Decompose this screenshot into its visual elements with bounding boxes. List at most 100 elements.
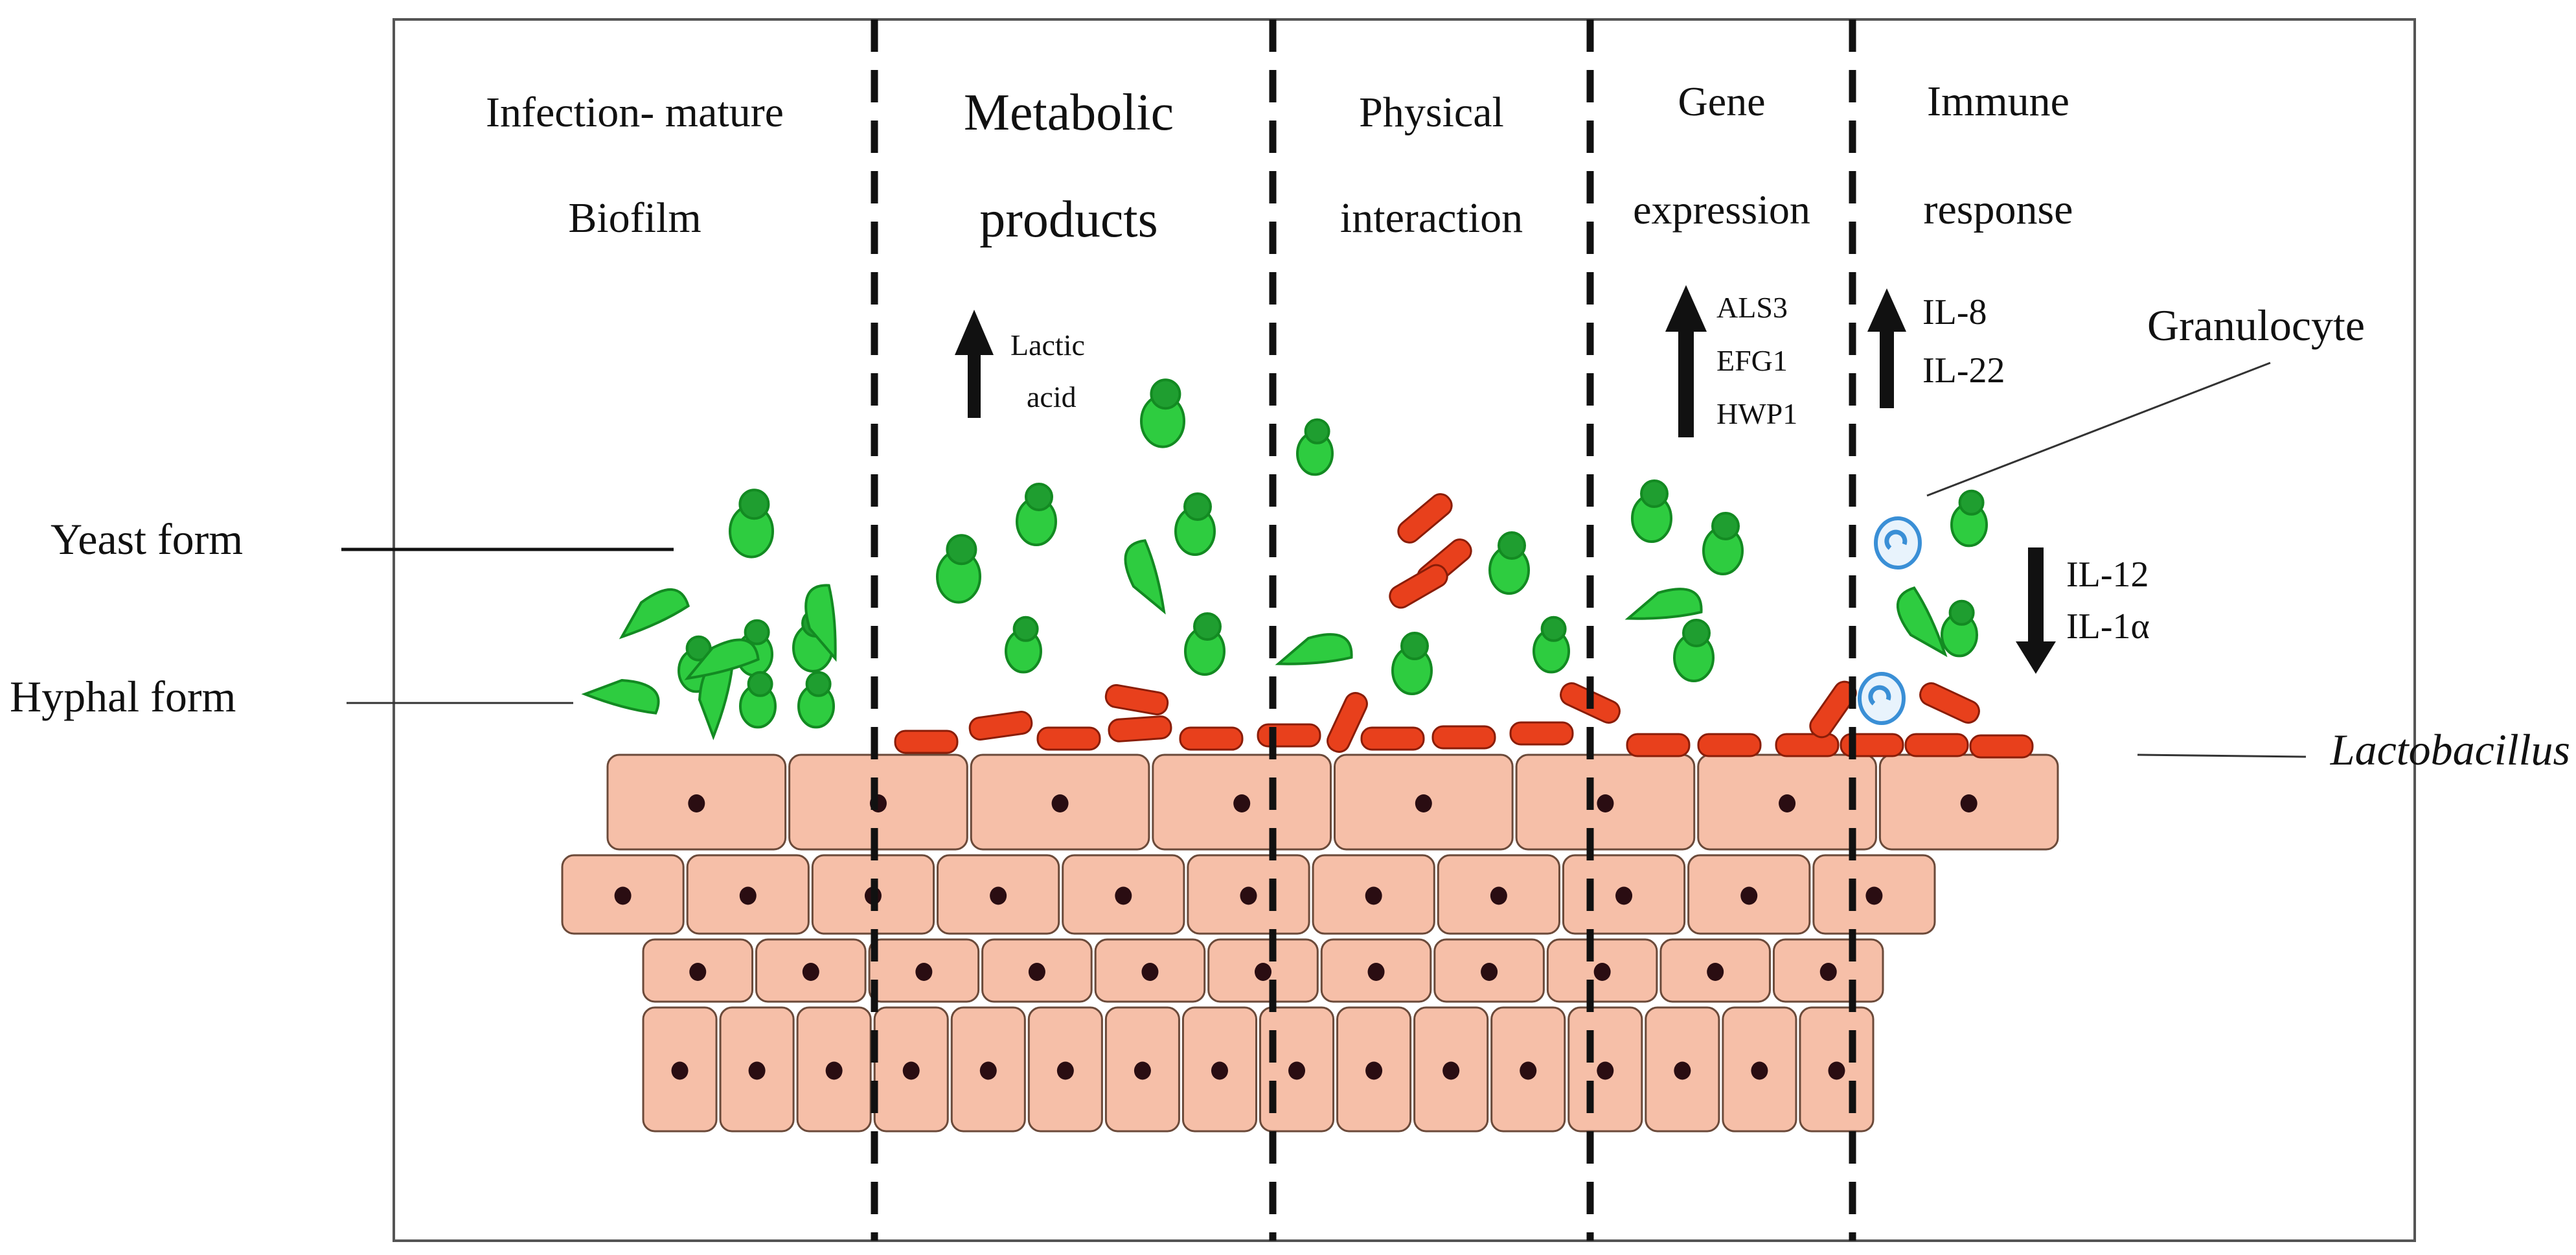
yeast-cell xyxy=(936,534,981,604)
up-arrow-icon xyxy=(1665,285,1707,437)
lactobacillus-rod xyxy=(1036,726,1101,751)
yeast-cell xyxy=(1950,489,1988,547)
diagram-frame xyxy=(393,18,2416,1242)
lactobacillus-rod xyxy=(1360,726,1425,751)
column-title-gene-line1: Gene xyxy=(1678,78,1765,124)
lactic-acid-label-line1: Lactic xyxy=(1010,328,1085,362)
lactobacillus-rod xyxy=(1969,734,2034,759)
column-titles: Infection- mature Biofilm Metabolic prod… xyxy=(486,78,2073,248)
cell-nucleus xyxy=(915,963,933,981)
hyphal-cell xyxy=(1896,586,1948,658)
cell-nucleus xyxy=(688,794,705,812)
cell-nucleus xyxy=(689,963,707,981)
yeast-cell xyxy=(1941,599,1978,658)
lactobacillus-rod xyxy=(1509,721,1574,746)
down-arrow-icon xyxy=(2016,547,2056,674)
cell-nucleus xyxy=(802,963,819,981)
epithelium-layer xyxy=(561,754,2059,1133)
gene-expression-indicator: ALS3 EFG1 HWP1 xyxy=(1665,285,1797,437)
yeast-cell xyxy=(1702,512,1744,575)
lactobacillus-rod xyxy=(1257,723,1321,748)
granulocyte-leader-line xyxy=(1926,362,2271,497)
gene-efg1: EFG1 xyxy=(1716,344,1788,377)
cell-nucleus xyxy=(1051,794,1069,812)
cell-nucleus xyxy=(902,1061,920,1080)
cell-nucleus xyxy=(1779,794,1796,812)
cell-nucleus xyxy=(1481,963,1498,981)
lactobacillus-rod xyxy=(1327,692,1368,753)
lactobacillus-rod xyxy=(1431,725,1496,750)
column-title-gene-line2: expression xyxy=(1633,187,1810,233)
cell-nucleus xyxy=(614,886,632,905)
column-dividers xyxy=(871,19,1856,1241)
lactobacillus-leader-line xyxy=(2137,754,2307,758)
yeast-cell xyxy=(1391,632,1433,695)
lactobacillus-rod xyxy=(1389,564,1448,609)
immune-up-indicator: IL-8 IL-22 xyxy=(1867,288,2005,408)
yeast-cell xyxy=(1016,483,1057,546)
side-labels: Yeast form Hyphal form Granulocyte Lacto… xyxy=(10,301,2570,774)
cell-nucleus xyxy=(1141,963,1159,981)
cell-nucleus xyxy=(1367,963,1385,981)
cell-nucleus xyxy=(1819,963,1837,981)
cell-nucleus xyxy=(1674,1061,1691,1080)
cytokine-il22: IL-22 xyxy=(1922,351,2005,391)
cell-nucleus xyxy=(1255,963,1271,981)
hyphal-cell xyxy=(1624,588,1703,620)
lactobacillus-rod xyxy=(1904,733,1969,757)
cell-nucleus xyxy=(1593,963,1611,981)
up-arrow-icon xyxy=(1867,288,1906,408)
column-title-immune-line2: response xyxy=(1924,186,2073,233)
candida-layer xyxy=(581,378,1988,741)
hyphal-cell xyxy=(1124,539,1166,615)
cell-nucleus xyxy=(1134,1061,1151,1080)
yeast-cell xyxy=(1140,378,1185,448)
cytokine-il1a: IL-1α xyxy=(2066,606,2150,647)
granulocyte-cell xyxy=(1858,672,1906,725)
lactobacillus-rod xyxy=(1104,684,1169,716)
cell-nucleus xyxy=(1828,1061,1845,1080)
cell-nucleus xyxy=(1960,794,1978,812)
cell-nucleus xyxy=(1597,1061,1614,1080)
cell-nucleus xyxy=(671,1061,689,1080)
cell-nucleus xyxy=(990,886,1007,905)
lactobacillus-rod xyxy=(894,730,959,754)
column-title-immune-line1: Immune xyxy=(1927,78,2069,125)
yeast-cell xyxy=(1005,616,1042,674)
lactobacillus-rod xyxy=(968,711,1033,741)
column-title-biofilm-line2: Biofilm xyxy=(568,194,701,242)
hyphal-cell xyxy=(804,584,837,662)
lactobacillus-rod xyxy=(1179,726,1244,751)
column-title-metabolic-line2: products xyxy=(979,191,1158,248)
lactic-acid-label-line2: acid xyxy=(1027,380,1077,413)
cell-nucleus xyxy=(748,1061,766,1080)
cell-nucleus xyxy=(1365,1061,1383,1080)
cytokine-il12: IL-12 xyxy=(2066,555,2149,595)
cell-nucleus xyxy=(979,1061,997,1080)
cell-nucleus xyxy=(1115,886,1132,905)
cell-nucleus xyxy=(1028,963,1045,981)
cell-nucleus xyxy=(1415,794,1432,812)
hyphal-cell xyxy=(1275,633,1353,665)
lactobacillus-rod xyxy=(1697,733,1762,757)
yeast-cell xyxy=(797,671,835,729)
yeast-form-label: Yeast form xyxy=(51,514,243,564)
hyphal-form-label: Hyphal form xyxy=(10,672,236,721)
cell-nucleus xyxy=(1233,794,1251,812)
gene-hwp1: HWP1 xyxy=(1716,397,1797,430)
immune-down-indicator: IL-12 IL-1α xyxy=(2016,547,2150,674)
gene-als3: ALS3 xyxy=(1716,291,1788,324)
lactobacillus-rod xyxy=(1108,715,1172,743)
cell-nucleus xyxy=(1740,886,1758,905)
cell-nucleus xyxy=(1597,794,1614,812)
lactobacillus-rod xyxy=(1919,682,1980,724)
column-title-metabolic-line1: Metabolic xyxy=(964,84,1174,141)
cell-nucleus xyxy=(1751,1061,1768,1080)
granulocyte-cell xyxy=(1874,516,1922,570)
yeast-cell xyxy=(1673,619,1715,682)
lactic-acid-indicator: Lactic acid xyxy=(955,310,1085,418)
lactobacillus-rod xyxy=(1840,733,1904,757)
yeast-cell xyxy=(729,489,774,558)
cell-nucleus xyxy=(1490,886,1507,905)
